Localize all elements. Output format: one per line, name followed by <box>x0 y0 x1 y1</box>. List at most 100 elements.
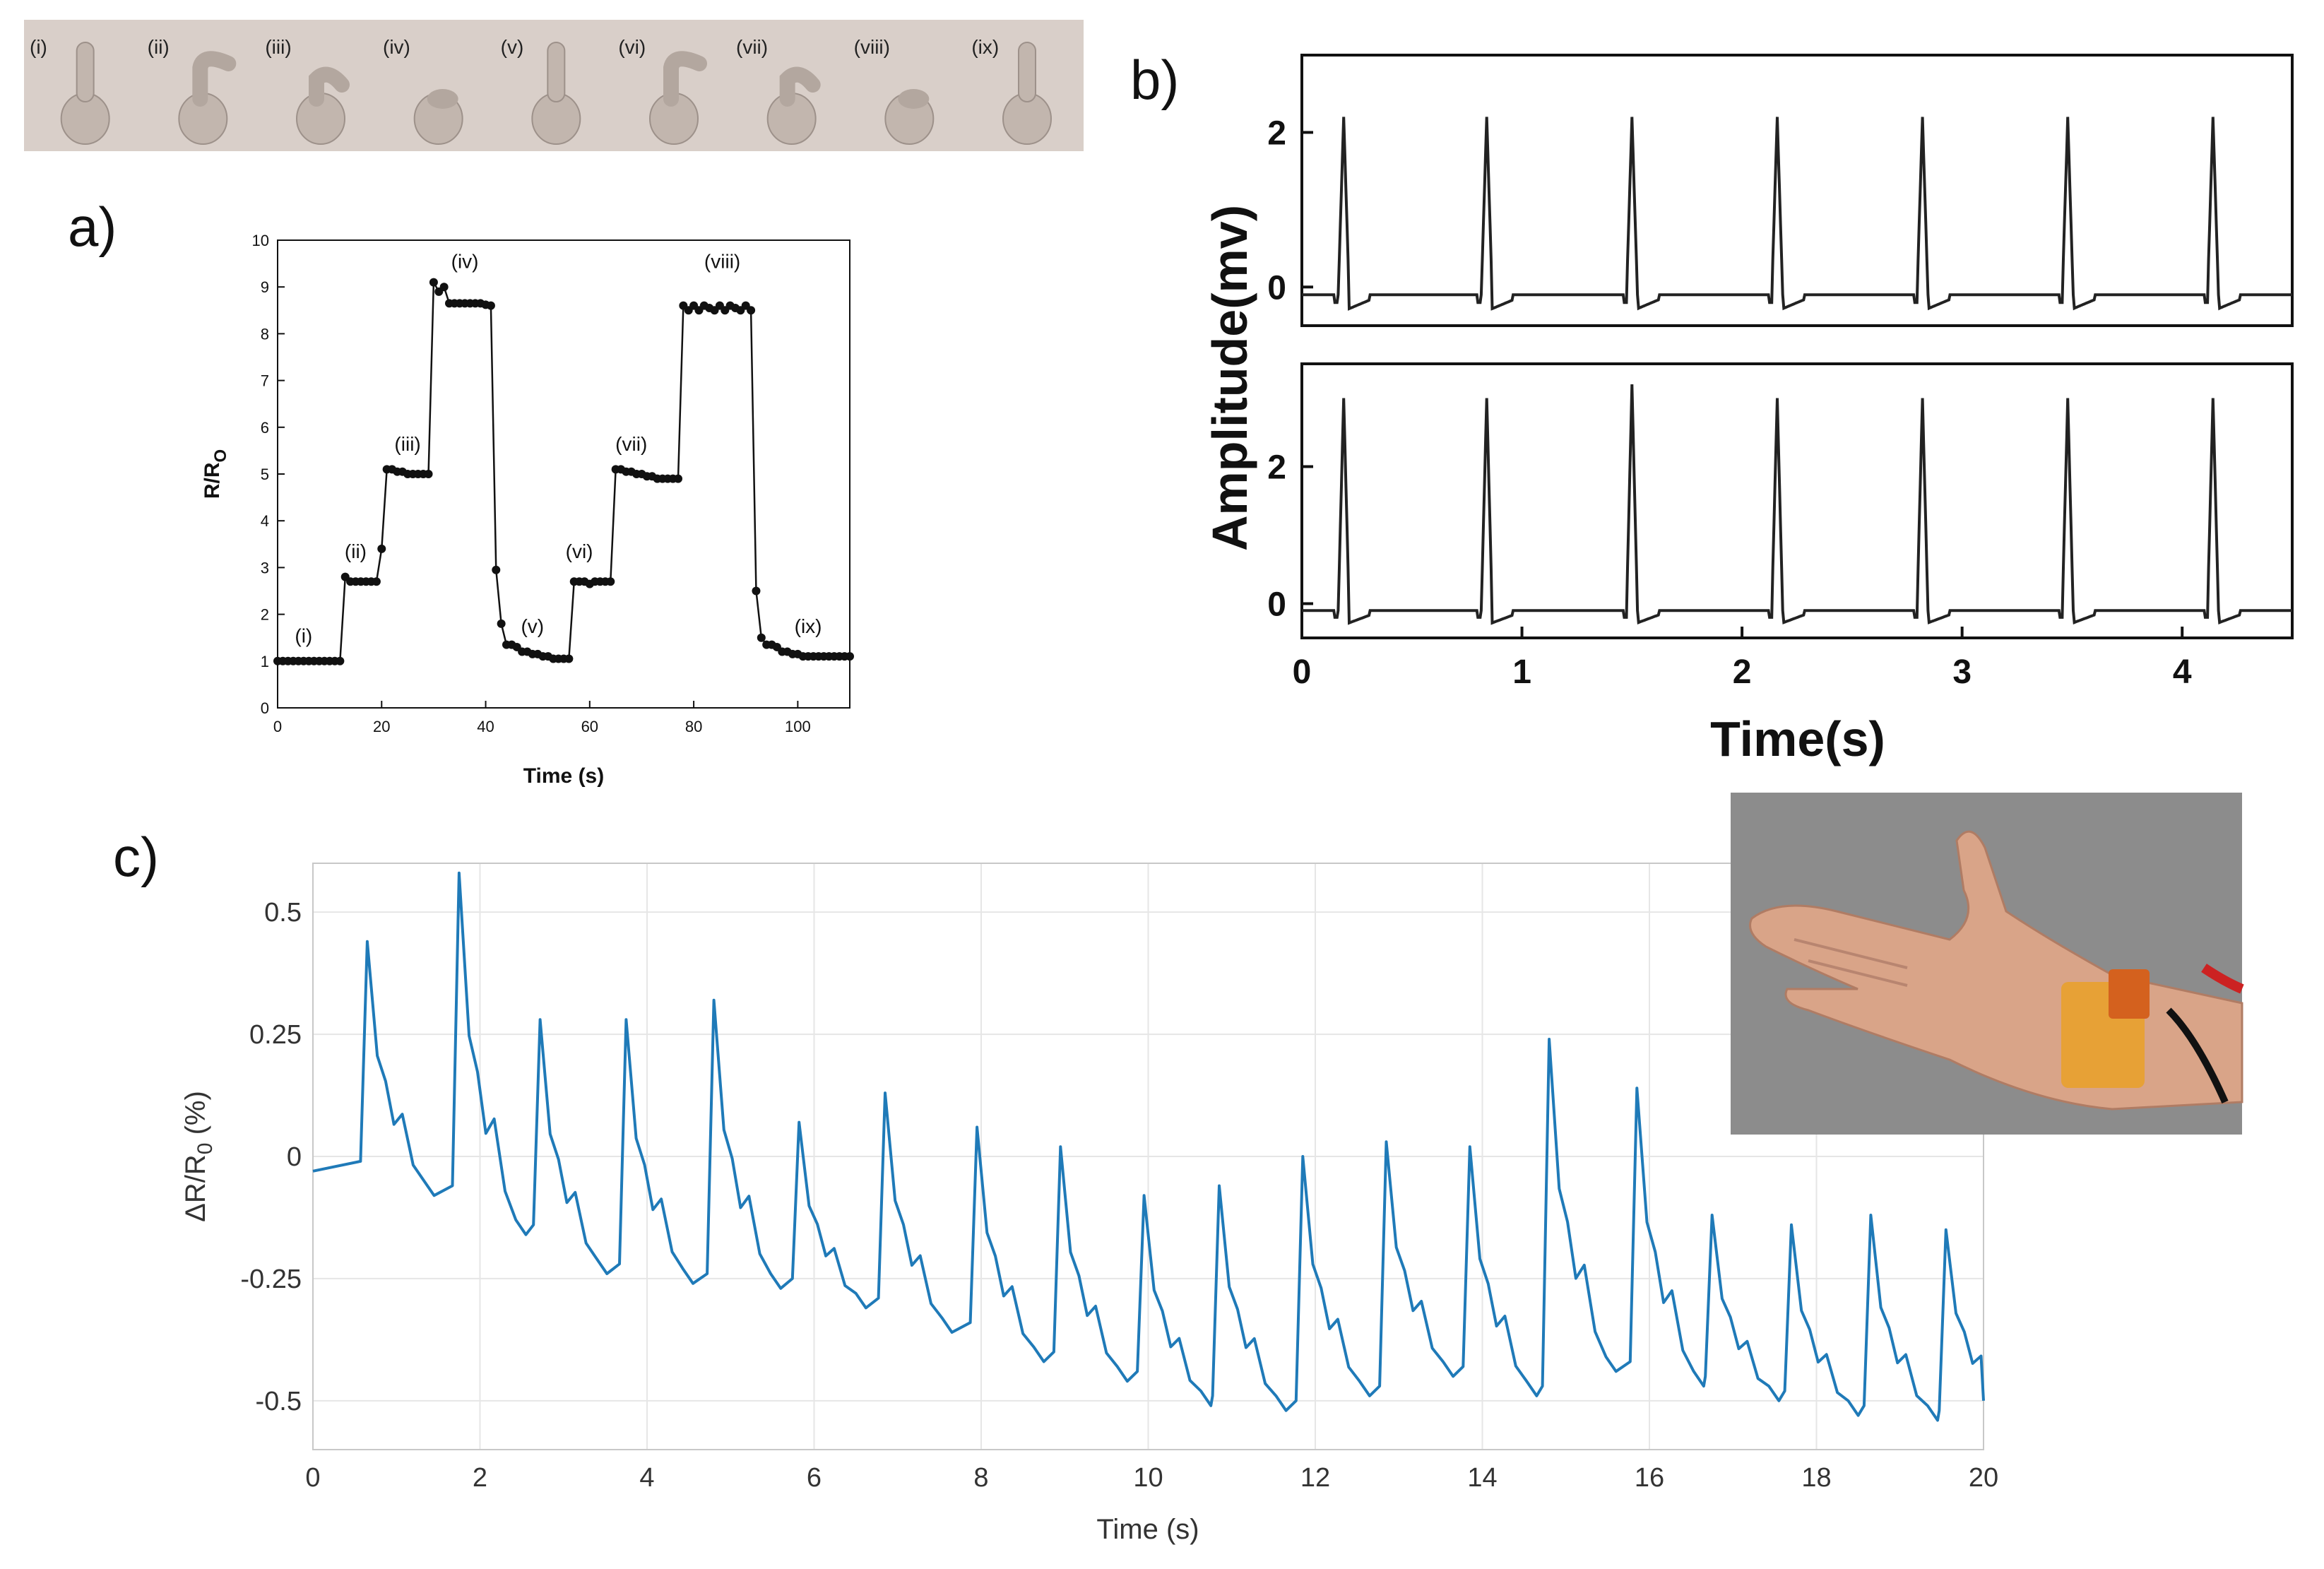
chart-b-xtick-label: 1 <box>1512 653 1531 691</box>
chart-a-ytick-label: 10 <box>252 232 269 249</box>
chart-c-xtick-label: 6 <box>807 1463 822 1493</box>
chart-b-ylabel: Amplitude(mv) <box>1202 205 1257 551</box>
glove-finger-up <box>1018 42 1036 102</box>
chart-b-ytick-label: 0 <box>1267 269 1286 307</box>
glove-finger-bent <box>663 51 707 107</box>
chart-b-top-frame <box>1300 54 2294 327</box>
chart-a-annotation: (vi) <box>566 540 593 562</box>
glove-finger-up <box>547 42 566 102</box>
chart-b-bottom-trace <box>1302 384 2292 625</box>
chart-b-xtick-label: 0 <box>1293 653 1312 691</box>
chart-a-annotation: (ii) <box>345 540 367 562</box>
glove-finger-up <box>76 42 95 102</box>
glove-finger-bent <box>192 51 237 107</box>
chart-b: 0 2 0 2 0 1 2 3 4 Time(s) Amplitude(mv) <box>1202 54 2294 766</box>
chart-a-annotation: (v) <box>521 615 544 637</box>
chart-a-xtick-label: 60 <box>581 718 598 735</box>
chart-b-ytick-label: 2 <box>1267 114 1286 152</box>
chart-c-ytick-label: 0 <box>287 1142 302 1172</box>
chart-a-annotation: (iii) <box>394 433 420 455</box>
chart-a-annotation: (i) <box>295 624 312 646</box>
panel-label-c: c) <box>113 826 159 888</box>
chart-a-point <box>486 301 495 310</box>
chart-a-annotation: (viii) <box>704 251 740 273</box>
chart-a: 0 20 40 60 80 100 0 1 2 3 4 5 6 7 8 9 10 (i) (ii) (iii) (iv… <box>201 232 854 788</box>
chart-c-xtick-label: 18 <box>1801 1463 1831 1493</box>
gesture-label: (iv) <box>383 36 410 58</box>
gesture-label: (viii) <box>854 36 890 58</box>
chart-a-point <box>752 586 761 596</box>
chart-c-ylabel-main: ΔR/R <box>180 1154 211 1222</box>
chart-c-frame <box>312 863 1984 1450</box>
chart-a-point <box>424 470 433 478</box>
chart-a-ytick-label: 7 <box>261 372 269 390</box>
gesture-label: (v) <box>501 36 524 58</box>
chart-a-ylabel-sub: O <box>211 449 230 463</box>
chart-a-point <box>606 577 615 586</box>
chart-c-line <box>312 871 1985 1422</box>
chart-a-ytick-label: 2 <box>261 606 269 624</box>
chart-a-point <box>336 656 345 665</box>
gesture-label: (vii) <box>736 36 768 58</box>
chart-c-ytick-label: 0.5 <box>264 898 302 928</box>
glove-finger-curled <box>779 66 821 107</box>
chart-c: 0 2 4 6 8 10 12 14 16 18 20 0.5 0.25 0 -0.25 -0.5 Time … <box>180 793 2244 1545</box>
chart-c-xtick-label: 12 <box>1300 1463 1330 1493</box>
electrode-wire-black <box>2166 1007 2229 1104</box>
chart-a-point <box>674 474 682 483</box>
gesture-strip: (i) (ii) (iii) (iv) (v) (vi) (vii) (viii) (ix) <box>24 20 1084 151</box>
chart-a-xtick-label: 20 <box>373 718 390 735</box>
gesture-label: (ix) <box>971 36 999 58</box>
chart-a-xtick-label: 0 <box>273 718 282 735</box>
gesture-label: (i) <box>30 36 47 58</box>
chart-a-annotation: (vii) <box>615 433 647 455</box>
chart-a-ytick-label: 1 <box>261 653 269 670</box>
wrist-sensor-photo <box>1731 793 2244 1135</box>
chart-b-xlabel: Time(s) <box>1710 711 1885 766</box>
glove-finger-curled <box>309 66 350 107</box>
chart-c-ylabel: ΔR/R0 (%) <box>180 1091 217 1222</box>
chart-a-point <box>757 633 766 642</box>
chart-c-ytick-label: 0.25 <box>249 1020 302 1050</box>
chart-b-xtick-label: 4 <box>2173 653 2192 691</box>
chart-c-xtick-label: 10 <box>1133 1463 1163 1493</box>
chart-a-point <box>372 577 381 586</box>
gesture-label: (vi) <box>618 36 646 58</box>
chart-a-ytick-label: 9 <box>261 278 269 296</box>
sensor-chip <box>2109 969 2150 1019</box>
finger-lines <box>1794 938 1908 987</box>
chart-a-ylabel: R/RO <box>201 449 230 499</box>
chart-a-line <box>278 278 850 663</box>
panel-label-b: b) <box>1130 49 1179 111</box>
chart-a-point <box>429 278 438 287</box>
chart-a-annotation: (iv) <box>451 251 479 273</box>
chart-a-xtick-label: 80 <box>685 718 702 735</box>
chart-a-xtick-label: 100 <box>785 718 811 735</box>
chart-a-ytick-label: 6 <box>261 419 269 437</box>
gesture-label: (ii) <box>148 36 170 58</box>
chart-b-ytick-label: 0 <box>1267 586 1286 624</box>
chart-a-annotation: (ix) <box>795 615 822 637</box>
chart-c-ytick-label: -0.5 <box>256 1387 302 1416</box>
chart-b-top-trace <box>1302 117 2292 311</box>
chart-a-ylabel-main: R/R <box>201 462 224 499</box>
chart-a-ytick-label: 3 <box>261 559 269 576</box>
chart-b-xtick-label: 2 <box>1733 653 1752 691</box>
glove-fist <box>427 89 458 109</box>
chart-a-ytick-label: 5 <box>261 466 269 483</box>
chart-b-ytick-label: 2 <box>1267 449 1286 487</box>
chart-c-xtick-label: 8 <box>973 1463 988 1493</box>
chart-c-xtick-label: 0 <box>305 1463 320 1493</box>
electrode-wire-red <box>2201 964 2244 994</box>
chart-a-ytick-label: 0 <box>261 699 269 717</box>
gesture-label: (iii) <box>265 36 291 58</box>
chart-a-point <box>564 654 574 663</box>
chart-c-xtick-label: 16 <box>1635 1463 1664 1493</box>
chart-c-ytick-label: -0.25 <box>240 1265 302 1294</box>
chart-a-point <box>377 544 386 553</box>
chart-c-xlabel: Time (s) <box>1096 1514 1199 1545</box>
panel-label-a: a) <box>68 196 117 258</box>
glove-fist <box>898 89 930 109</box>
chart-b-xtick-label: 3 <box>1952 653 1972 691</box>
